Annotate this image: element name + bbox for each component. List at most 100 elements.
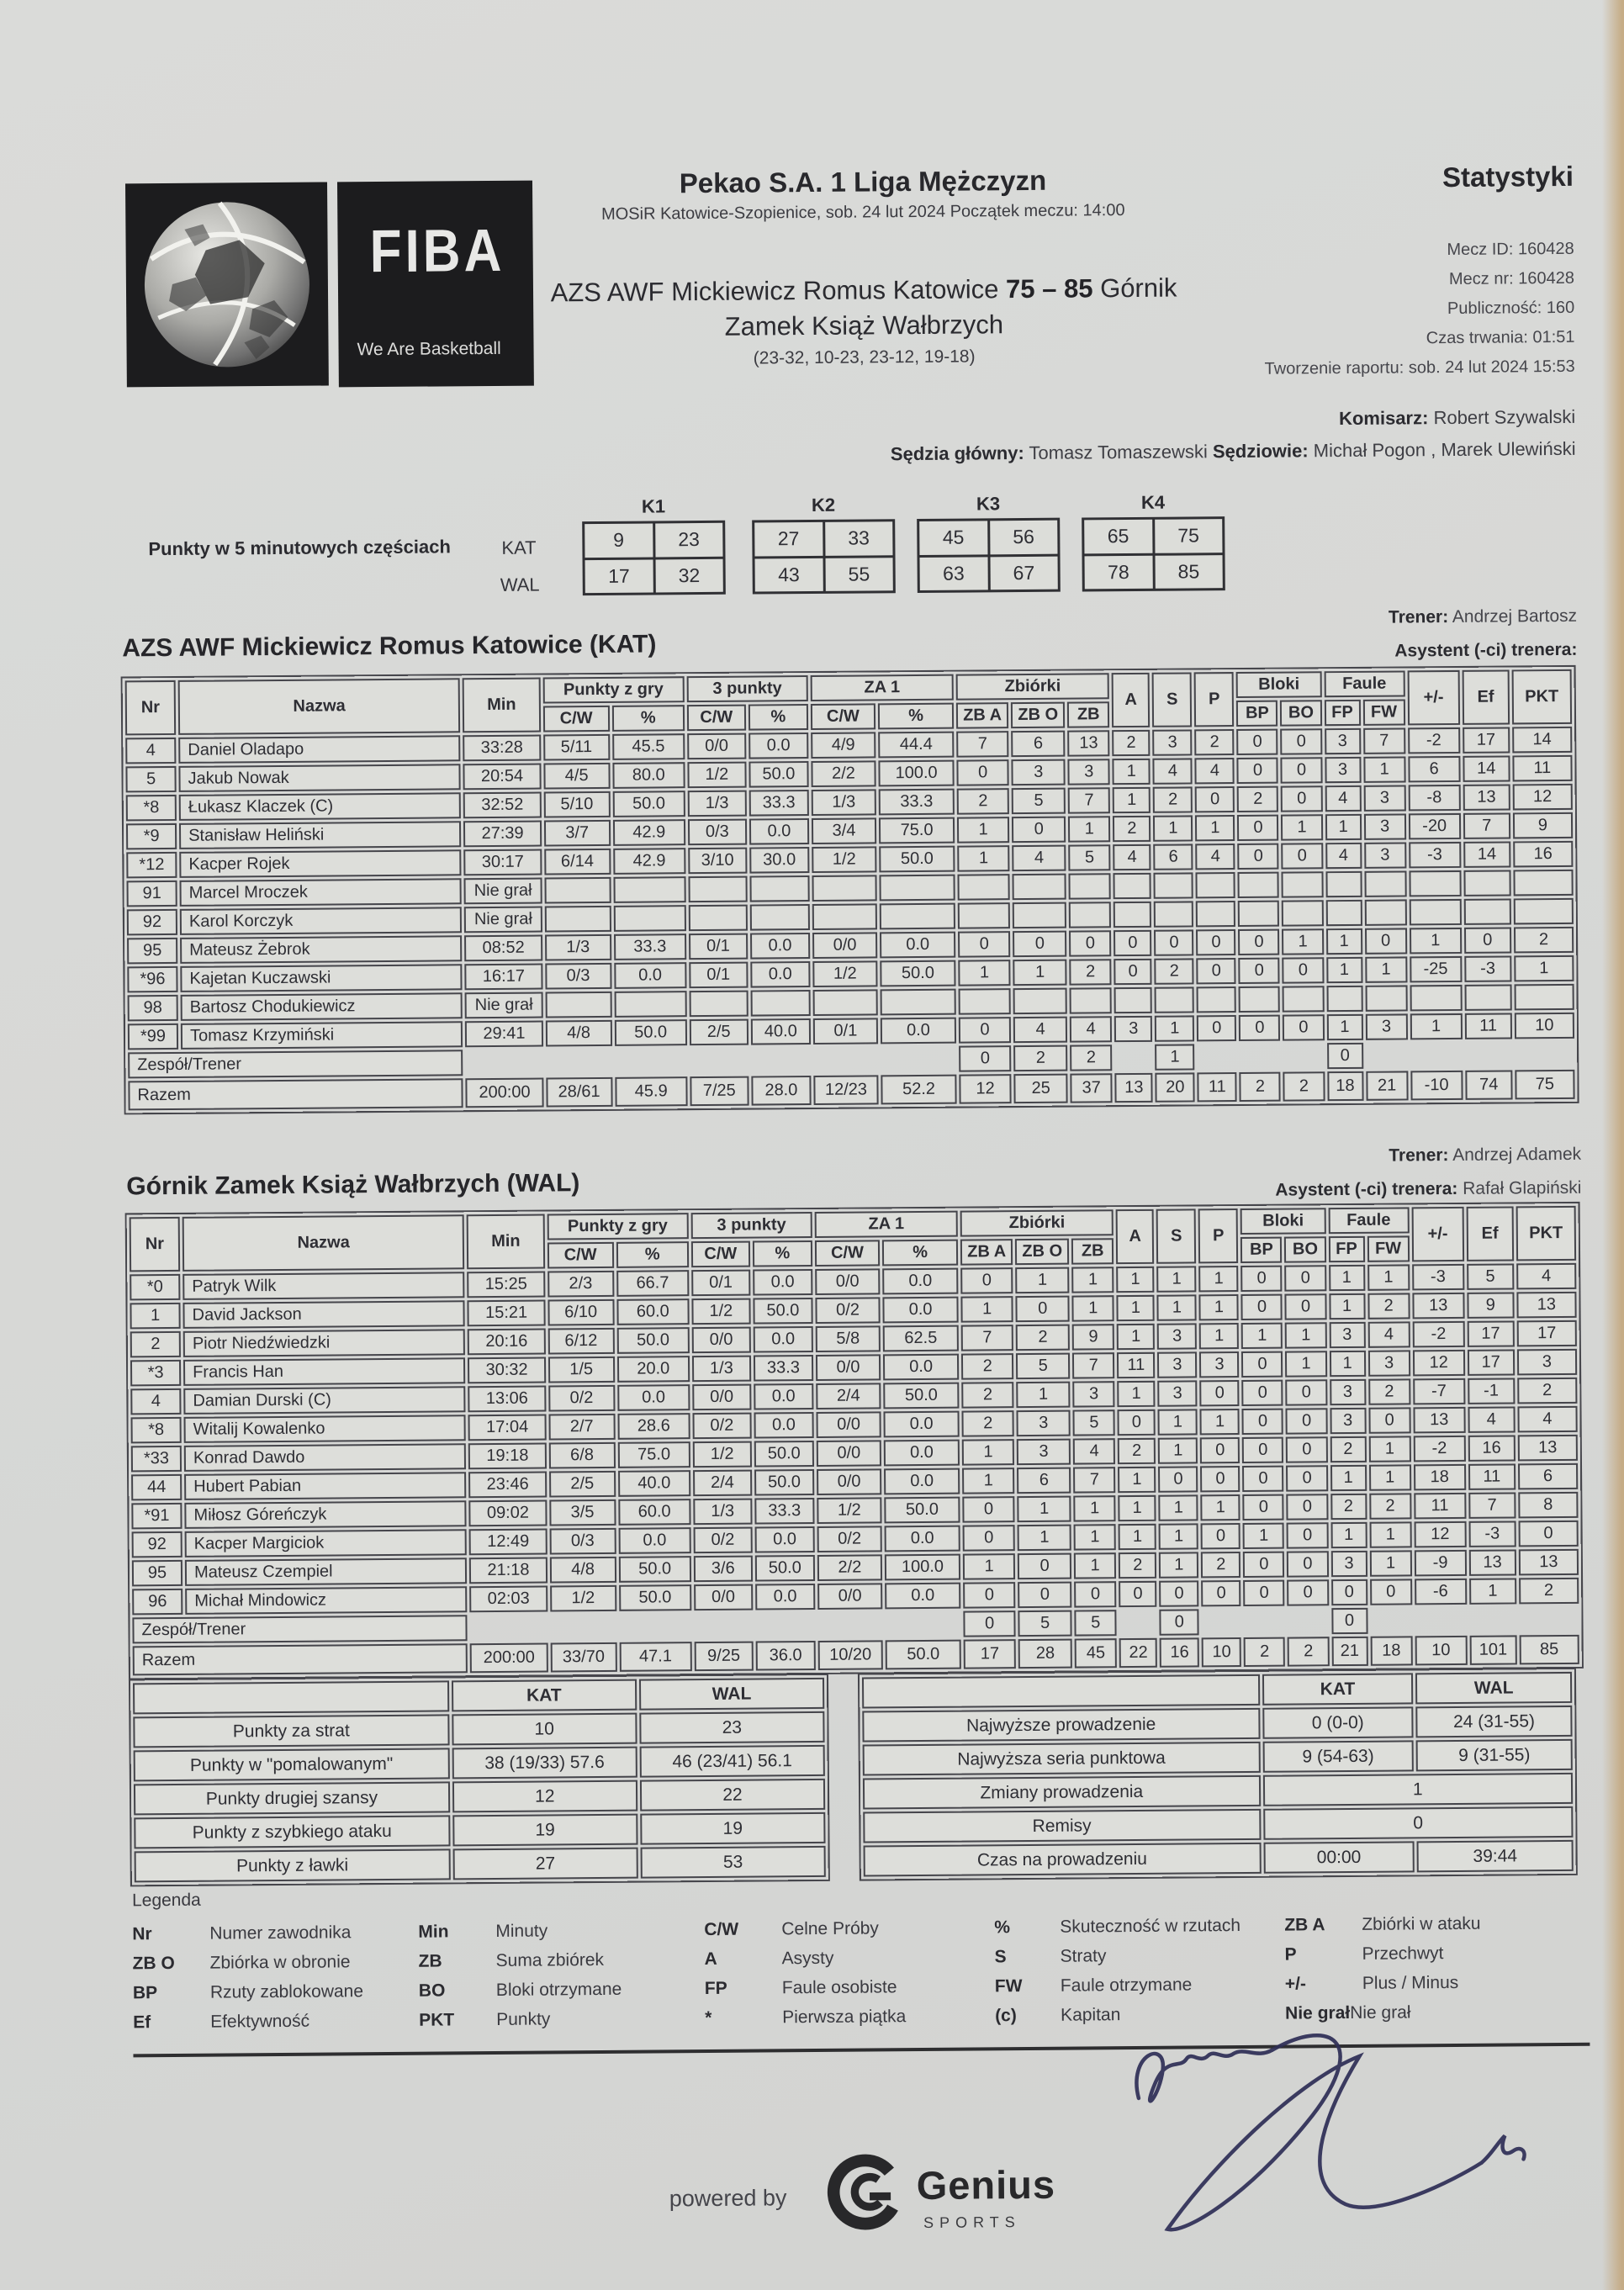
player-name: Kacper Margiciok	[184, 1529, 468, 1558]
cell-tpp: 0.0	[749, 933, 811, 960]
col-nazwa: Nazwa	[182, 1214, 465, 1272]
cell-zb: 1	[1071, 1267, 1114, 1293]
meta-publicznosc: Publiczność: 160	[1447, 298, 1575, 319]
cell-bo: 0	[1285, 1408, 1328, 1435]
cell-zba: 2	[961, 1410, 1014, 1437]
cell-min: 15:25	[467, 1271, 545, 1298]
sum-row-label: Punkty drugiej szansy	[133, 1781, 450, 1816]
cell-pm: 1	[1410, 1013, 1463, 1040]
cell-bp: 0	[1239, 1014, 1281, 1042]
cell-zba	[957, 902, 1011, 929]
cell-zb: 37	[1070, 1073, 1113, 1103]
quarter-box-k4: 65 75 78 85	[1082, 516, 1225, 592]
cell-zbo	[1012, 873, 1066, 901]
cell-fp: 0	[1330, 1579, 1367, 1606]
cell-fw: 1	[1368, 1464, 1411, 1491]
cell-bo: 0	[1286, 1494, 1329, 1520]
legend-entry: Nr Numer zawodnika	[132, 1922, 418, 1954]
legend-desc: Faule osobiste	[781, 1977, 897, 1998]
cell-pkt	[1513, 897, 1574, 925]
cell-s: 4	[1152, 758, 1193, 785]
cell-zba: 7	[956, 731, 1009, 758]
cell-fg: 0/2	[548, 1384, 616, 1412]
cell-zba: 1	[958, 960, 1011, 986]
cell-fp: 3	[1330, 1550, 1367, 1578]
player-name: Karol Korczyk	[179, 907, 463, 935]
cell-pkt: 13	[1518, 1548, 1579, 1576]
team-points-summary-table: KAT WAL Punkty za strat 10 23 Punkty w "…	[130, 1675, 828, 1885]
cell-zbo	[1013, 987, 1068, 1015]
cell-tp: 0/2	[693, 1526, 753, 1554]
cell-ftp: 0.0	[883, 1410, 960, 1438]
cell-pkt: 10	[1514, 1012, 1575, 1039]
cell-fg: 2/3	[547, 1270, 615, 1298]
cell-zba: 1	[957, 845, 1010, 872]
cell-ftp: 0.0	[880, 931, 956, 959]
col-za1: ZA 1	[814, 1210, 958, 1238]
cell-fp: 4	[1325, 785, 1362, 812]
legend-entry: +/- Plus / Minus	[1285, 1972, 1596, 2004]
legend-entry: ZB O Zbiórka w obronie	[133, 1952, 419, 1984]
razem-label: Razem	[132, 1643, 468, 1676]
cell-tpp: 0.0	[754, 1383, 814, 1410]
cell-p: 0	[1201, 1580, 1241, 1607]
cell-tp: 2/4	[692, 1469, 753, 1497]
cell-a: 0	[1119, 1580, 1157, 1608]
cell-a: 0	[1114, 958, 1152, 986]
cell-fgp: 60.0	[616, 1298, 690, 1325]
cell-tpp: 0.0	[748, 732, 809, 759]
cell-zb: 4	[1070, 1016, 1113, 1043]
col-bo: BO	[1280, 700, 1322, 727]
legend-abbr: PKT	[419, 2010, 455, 2030]
sum-row-label: Czas na prowadzeniu	[863, 1842, 1262, 1877]
blank-cell	[133, 1680, 449, 1715]
cell-zba: 1	[960, 1296, 1013, 1323]
cell-pkt	[1514, 983, 1574, 1011]
cell-fp: 1	[1325, 956, 1363, 984]
col-zba: ZB A	[955, 702, 1009, 729]
cell-s: 1	[1156, 1266, 1197, 1293]
cell-zba	[957, 874, 1010, 901]
cell-pm: -2	[1412, 1320, 1465, 1348]
legend-entry: % Skuteczność w rzutach	[994, 1916, 1284, 1948]
cell-fw: 0	[1364, 928, 1407, 955]
cell-zba: 0	[959, 1045, 1012, 1072]
cell-pkt: 13	[1516, 1291, 1577, 1319]
cell-min: 200:00	[470, 1642, 548, 1674]
cell-bo: 0	[1284, 1293, 1327, 1320]
cell-tpp: 33.3	[749, 790, 809, 817]
col-p: P	[1193, 672, 1235, 727]
cell-ftp: 52.2	[881, 1074, 957, 1105]
cell-ft: 1/2	[812, 846, 877, 873]
cell-zbo: 5	[1018, 1610, 1072, 1637]
cell-pkt: 2	[1518, 1577, 1579, 1605]
legend-abbr: ZB A	[1284, 1915, 1325, 1935]
cell-fp: 1	[1328, 1293, 1366, 1320]
cell-pm: 6	[1408, 755, 1461, 783]
player-nr: *99	[127, 1023, 179, 1050]
cell-bp: 0	[1242, 1436, 1284, 1463]
cell-zba: 0	[958, 931, 1011, 958]
legend-abbr: P	[1284, 1944, 1297, 1965]
cell-zbo: 3	[1016, 1438, 1071, 1466]
player-name: Piotr Niedźwiedzki	[183, 1329, 466, 1357]
cell-a: 1	[1117, 1380, 1156, 1408]
cell-a: 4	[1113, 844, 1151, 871]
score-cell: 78	[1084, 555, 1153, 590]
league-title: Pekao S.A. 1 Liga Mężczyzn	[679, 164, 1047, 199]
cell-s: 1	[1155, 1044, 1195, 1071]
cell-bp: 1	[1242, 1522, 1285, 1549]
cell-fw: 7	[1362, 727, 1405, 754]
cell-ef: 0	[1463, 927, 1511, 954]
cell-fp: 3	[1329, 1378, 1367, 1406]
cell-zbo: 5	[1016, 1352, 1071, 1380]
cell-fw: 2	[1368, 1493, 1412, 1520]
cell-pm: -3	[1411, 1263, 1465, 1291]
cell-zbo: 0	[1012, 816, 1066, 844]
legend-desc: Bloki otrzymane	[495, 1979, 622, 2000]
legend-desc: Minuty	[495, 1921, 548, 1941]
cell-tp: 3/10	[687, 847, 748, 875]
cell-ftp: 0.0	[884, 1525, 960, 1552]
player-name: Patryk Wilk	[183, 1272, 465, 1300]
